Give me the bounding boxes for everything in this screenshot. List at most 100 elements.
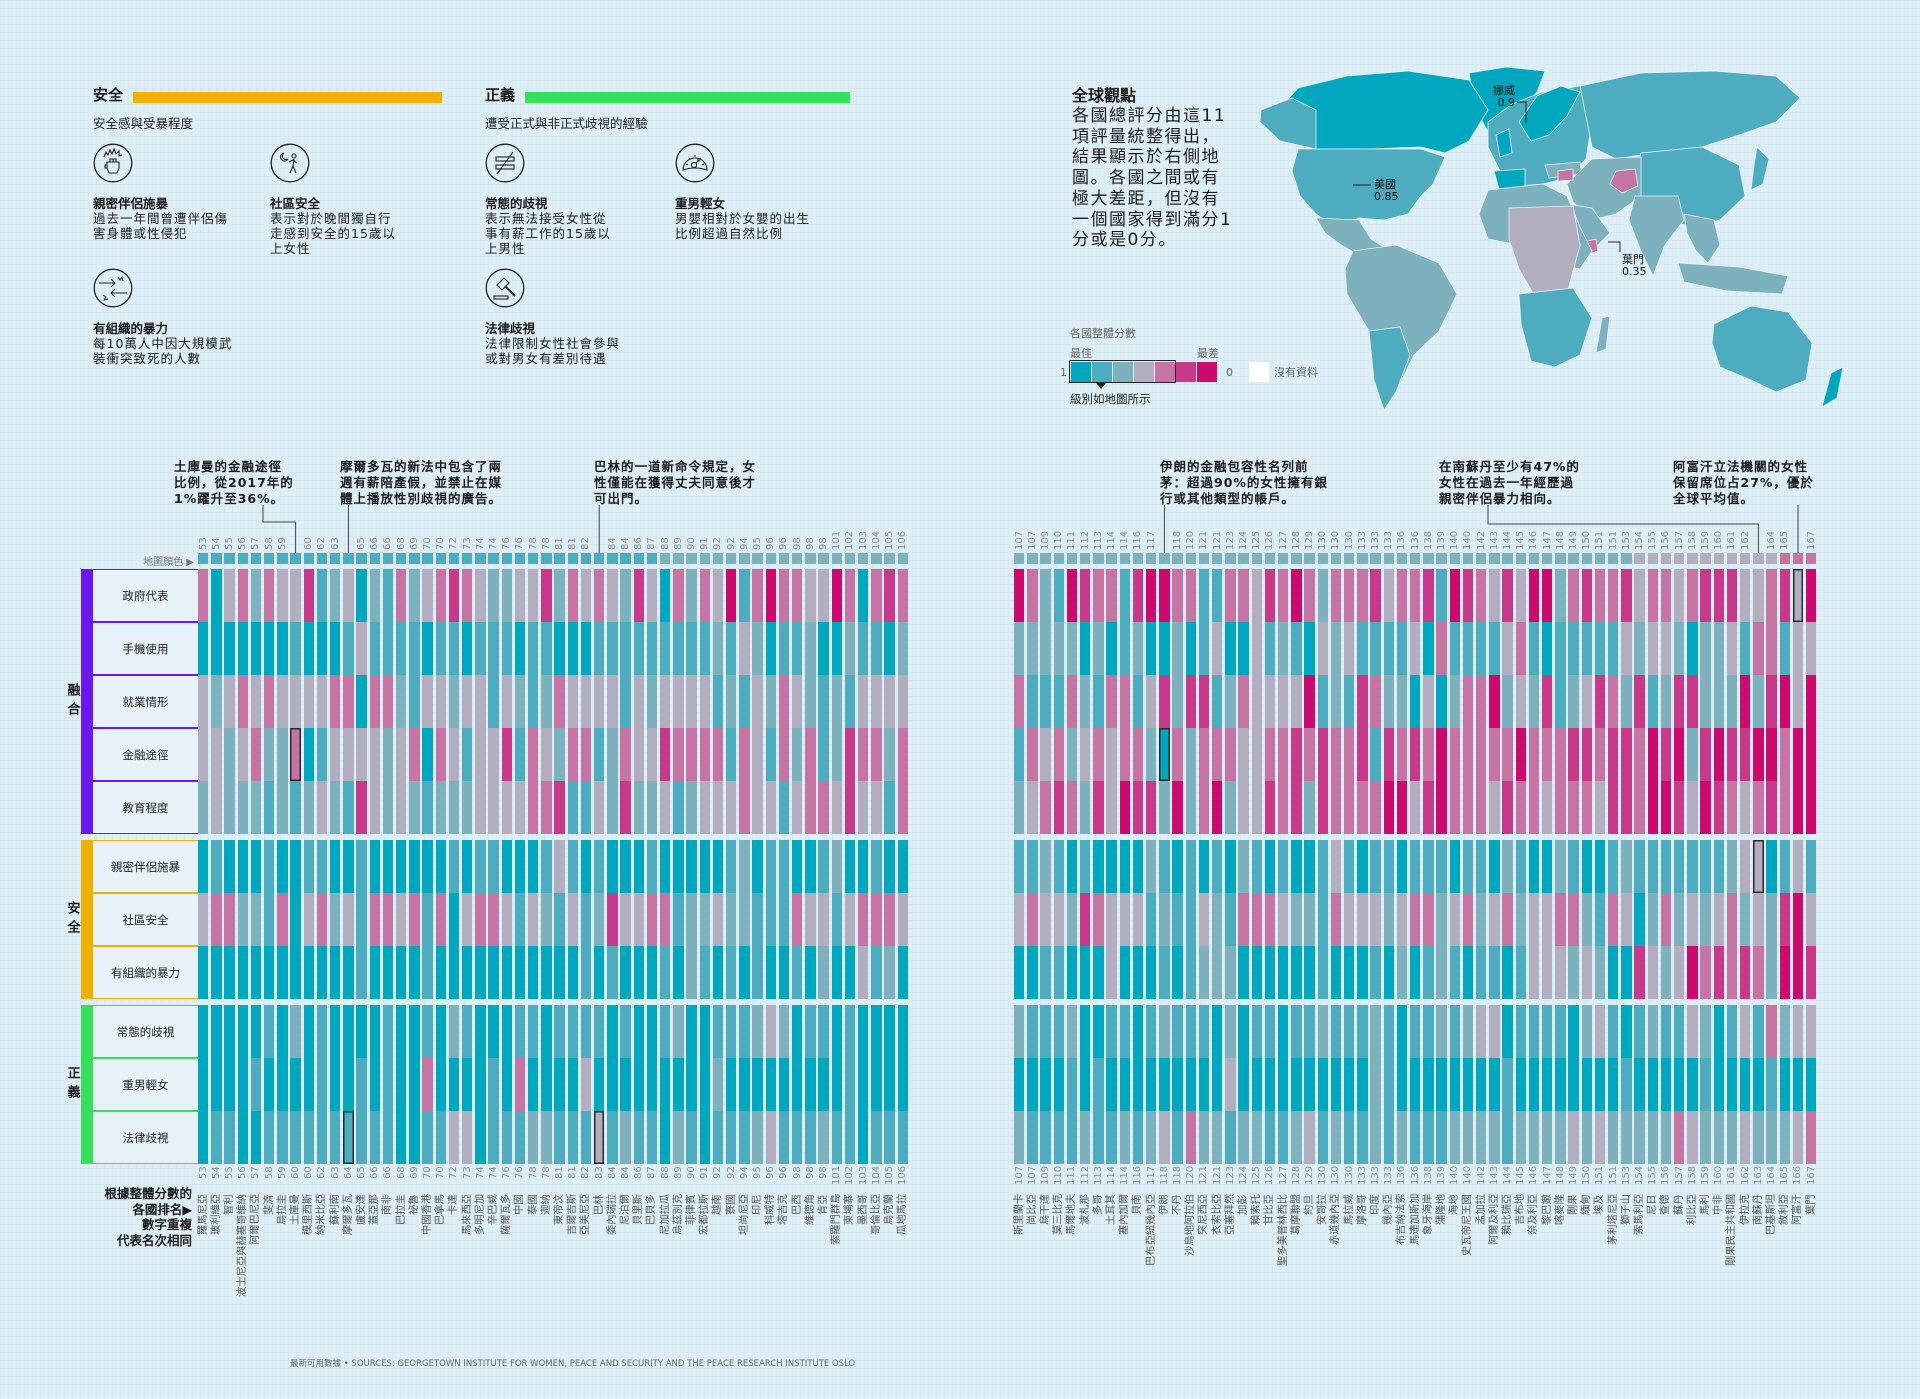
rank-label: 138 <box>1422 1166 1434 1186</box>
heatmap-cell <box>1278 946 1289 999</box>
heatmap-cell <box>409 622 420 675</box>
heatmap-cell <box>1410 675 1421 728</box>
rank-label: 124 <box>1238 1166 1249 1186</box>
heatmap-cell <box>1119 1005 1130 1058</box>
heatmap-cell <box>1383 1058 1394 1111</box>
heatmap-cell <box>1779 1058 1790 1111</box>
heatmap-cell <box>1027 781 1038 834</box>
rank-label-top: 136 <box>1396 530 1408 550</box>
heatmap-cell <box>1462 946 1474 999</box>
heatmap-cell <box>1198 781 1210 834</box>
heatmap-cell <box>1515 622 1526 675</box>
heatmap-cell <box>1330 569 1342 622</box>
map-color-cell <box>620 553 631 564</box>
map-color-cell <box>1634 553 1645 564</box>
heatmap-cell <box>1212 840 1223 893</box>
heatmap-cell <box>884 728 895 781</box>
heatmap-cell <box>686 728 697 781</box>
map-color-cell <box>1726 553 1738 564</box>
heatmap-cell <box>554 569 565 622</box>
heatmap-cell <box>448 622 460 675</box>
heatmap-cell <box>1687 1005 1698 1058</box>
heatmap-cell <box>884 569 895 622</box>
rank-label-top: 92 <box>712 537 724 550</box>
rank-label-top: 125 <box>1251 530 1263 550</box>
rank-label-top: 149 <box>1568 530 1579 550</box>
heatmap-cell <box>1674 569 1685 622</box>
heatmap-cell <box>646 781 658 834</box>
rank-label: 92 <box>712 1166 724 1179</box>
map-color-cell <box>1040 553 1051 564</box>
rank-label: 91 <box>699 1166 711 1179</box>
heatmap-cell <box>1093 946 1104 999</box>
heatmap-cell <box>198 893 209 946</box>
heatmap-cell <box>778 1111 790 1164</box>
heatmap-cell <box>1806 569 1817 622</box>
heatmap-cell <box>501 1058 512 1111</box>
map-color-cell <box>1093 553 1104 564</box>
heatmap-cell <box>1740 946 1751 999</box>
measure-desc: 過去一年間曾遭伴侶傷 <box>93 211 229 226</box>
heatmap-cell <box>844 781 856 834</box>
heatmap-cell <box>1264 622 1276 675</box>
country-label: 東帝汶 <box>553 1194 565 1225</box>
map-region-usa <box>1291 148 1446 228</box>
gavel-icon <box>485 268 525 308</box>
heatmap-cell <box>409 1058 420 1111</box>
heatmap-cell <box>303 569 314 622</box>
rank-label: 82 <box>580 1166 592 1179</box>
heatmap-cell <box>1132 840 1144 893</box>
heatmap-cell <box>290 569 301 622</box>
heatmap-cell <box>1792 675 1804 728</box>
heatmap-cell <box>673 728 684 781</box>
map-color-cell <box>1660 553 1672 564</box>
heatmap-cell <box>567 893 578 946</box>
heatmap-cell <box>1238 893 1249 946</box>
heatmap-cell <box>1436 946 1447 999</box>
annotation-line: 體上播放性別歧視的廣告。 <box>340 491 503 506</box>
map-color-cell <box>1779 553 1790 564</box>
heatmap-cell <box>1713 675 1724 728</box>
annotation-moldova: 摩爾多瓦的新法中包含了兩 週有薪陪產假，並禁止在媒 體上播放性別歧視的廣告。 <box>340 459 502 507</box>
heatmap-cell <box>884 1111 895 1164</box>
heatmap-cell <box>580 675 592 728</box>
rank-label-top: 140 <box>1462 530 1474 550</box>
heatmap-cell <box>316 1111 328 1164</box>
heatmap-cell <box>369 840 380 893</box>
map-color-cell <box>1766 553 1777 564</box>
heatmap-cell <box>1423 1058 1434 1111</box>
heatmap-cell <box>818 1058 829 1111</box>
heatmap-cell <box>726 1058 737 1111</box>
heatmap-cell <box>1304 1111 1315 1164</box>
heatmap-cell <box>316 569 328 622</box>
map-color-cell <box>1344 553 1355 564</box>
heatmap-cell <box>1476 840 1487 893</box>
heatmap-cell <box>1700 1005 1711 1058</box>
heatmap-cell <box>1608 893 1619 946</box>
rank-label: 154 <box>1634 1166 1645 1186</box>
country-label: 宏都拉斯 <box>698 1194 711 1236</box>
heatmap-cell <box>1528 569 1540 622</box>
heatmap-cell <box>739 893 750 946</box>
rank-label: 114 <box>1119 1166 1131 1186</box>
heatmap-cell <box>1806 1005 1817 1058</box>
legend-map-range-box <box>1069 360 1176 383</box>
measure-title: 重男輕女 <box>675 196 726 211</box>
rank-explanation-line: 根據整體分數的 <box>104 1186 192 1201</box>
measure-desc: 每10萬人中因大規模武 <box>93 336 233 351</box>
heatmap-cell <box>897 569 908 622</box>
heatmap-cell <box>739 675 750 728</box>
heatmap-cell <box>488 1005 499 1058</box>
map-color-cell <box>607 553 618 564</box>
heatmap-cell <box>528 675 539 728</box>
heatmap-cell <box>475 728 486 781</box>
heatmap-cell <box>1436 840 1447 893</box>
country-label: 賴比瑞亞 <box>1501 1194 1513 1236</box>
map-color-cell <box>1594 553 1606 564</box>
heatmap-cell <box>1766 1058 1777 1111</box>
heatmap-cell <box>633 946 644 999</box>
heatmap-cell <box>1489 622 1500 675</box>
country-label: 阿富汗 <box>1791 1194 1804 1225</box>
heatmap-cell <box>1185 728 1196 781</box>
heatmap-cell <box>475 569 486 622</box>
